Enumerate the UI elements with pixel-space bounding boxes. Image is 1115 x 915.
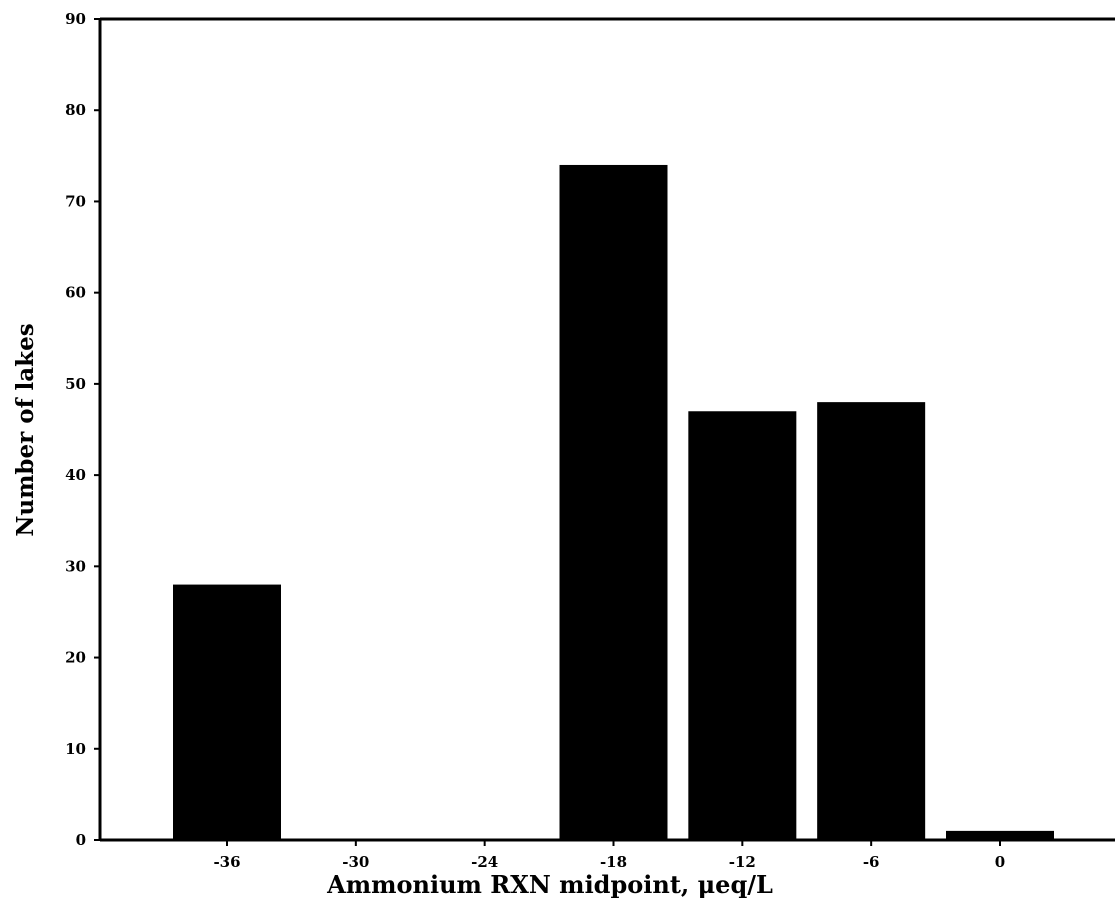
y-tick-label-5: 50 xyxy=(65,375,86,393)
x-tick-label-5: -6 xyxy=(863,853,880,871)
x-tick-label-4: -12 xyxy=(729,853,756,871)
y-tick-label-3: 30 xyxy=(65,557,86,575)
y-tick-label-1: 10 xyxy=(65,740,86,758)
bar-3 xyxy=(817,402,926,840)
x-axis: -36 -30 -24 -18 -12 -6 0 xyxy=(213,840,1005,871)
y-tick-label-9: 90 xyxy=(65,10,86,28)
x-tick-label-6: 0 xyxy=(995,853,1005,871)
y-tick-label-4: 40 xyxy=(65,466,86,484)
x-tick-label-1: -30 xyxy=(342,853,369,871)
bar-2 xyxy=(688,411,797,840)
y-tick-label-7: 70 xyxy=(65,192,86,210)
x-tick-label-0: -36 xyxy=(213,853,240,871)
bar-1 xyxy=(559,164,668,840)
y-tick-label-8: 80 xyxy=(65,101,86,119)
bar-4 xyxy=(946,830,1054,840)
y-tick-label-2: 20 xyxy=(65,649,86,667)
x-tick-label-2: -24 xyxy=(471,853,498,871)
y-axis: 0 10 20 30 40 50 60 70 80 90 xyxy=(65,10,100,849)
x-axis-title: Ammonium RXN midpoint, μeq/L xyxy=(326,870,773,899)
x-tick-label-3: -18 xyxy=(600,853,627,871)
y-axis-title: Number of lakes xyxy=(12,323,39,536)
bar-0 xyxy=(173,584,281,840)
y-tick-label-0: 0 xyxy=(76,831,86,849)
y-tick-label-6: 60 xyxy=(65,284,86,302)
bars-group xyxy=(173,164,1054,840)
